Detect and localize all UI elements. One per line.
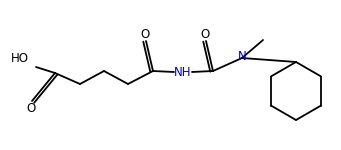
Text: O: O — [201, 27, 210, 40]
Text: NH: NH — [174, 66, 192, 78]
Text: O: O — [26, 102, 35, 116]
Text: N: N — [238, 50, 247, 63]
Text: O: O — [140, 27, 150, 40]
Text: HO: HO — [11, 52, 29, 66]
